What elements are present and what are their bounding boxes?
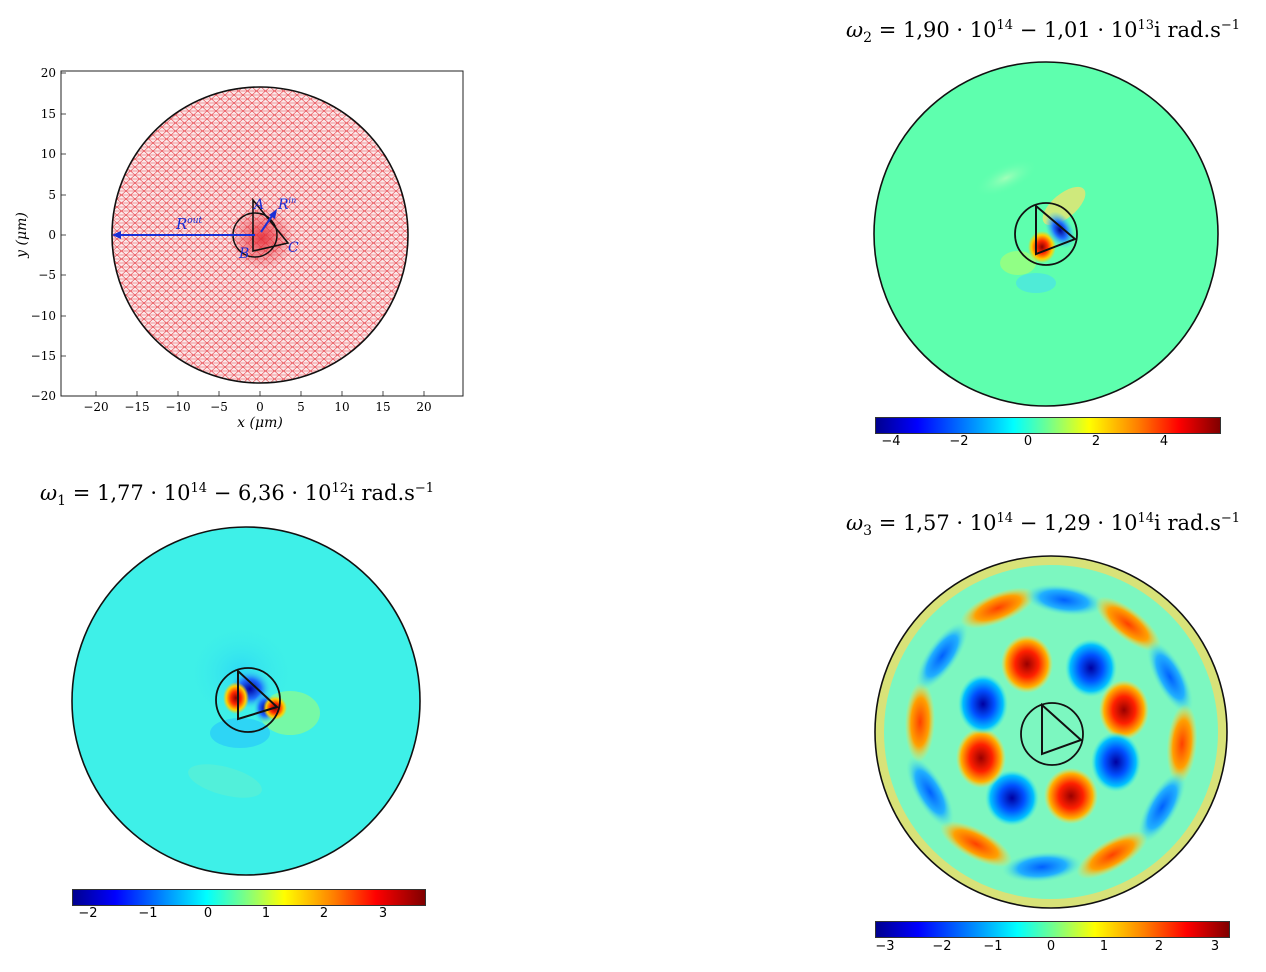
x-tick-label: −10 (165, 400, 190, 414)
colorbar-tick: −2 (78, 906, 98, 921)
y-axis-label: y (μm) (14, 212, 30, 259)
colorbar-tick: 1 (1099, 939, 1109, 954)
mode1-field-plot (71, 526, 421, 876)
colorbar-tick: 1 (261, 906, 271, 921)
mesh-refined-region (230, 206, 294, 270)
y-tick-label: 5 (48, 188, 56, 202)
y-tick-label: −5 (38, 268, 56, 282)
mode3-title: ω3 = 1,57 · 1014 − 1,29 · 1014i rad.s−1 (846, 511, 1241, 540)
colorbar-tick: 2 (319, 906, 329, 921)
x-tick-label: 10 (334, 400, 349, 414)
colorbar-tick: −4 (881, 434, 901, 449)
colorbar-tick: 3 (1210, 939, 1220, 954)
x-tick-label: 15 (375, 400, 390, 414)
mode1-inner-circle (215, 667, 281, 733)
x-tick-label: −15 (124, 400, 149, 414)
mode2-triangle (1035, 203, 1077, 256)
colorbar-tick: 0 (203, 906, 213, 921)
mode3-colorbar (875, 921, 1230, 938)
x-tick-label: 20 (416, 400, 431, 414)
colorbar-tick: 2 (1091, 434, 1101, 449)
mode2-inner-circle (1014, 202, 1078, 266)
colorbar-tick: −1 (138, 906, 158, 921)
colorbar-tick: −2 (932, 939, 952, 954)
colorbar-tick: −3 (875, 939, 895, 954)
mode3-triangle (1041, 702, 1083, 756)
vertex-a-label: A (252, 197, 264, 213)
mode1-triangle (237, 668, 279, 721)
r-in-label: Rin (277, 196, 296, 213)
x-axis-label: x (μm) (237, 415, 283, 431)
mode2-title: ω2 = 1,90 · 1014 − 1,01 · 1013i rad.s−1 (846, 18, 1241, 47)
mode2-colorbar-ticks: −4 −2 0 2 4 (875, 434, 1219, 452)
mode3-inner-circle (1020, 702, 1084, 766)
x-tick-label: 5 (297, 400, 305, 414)
colorbar-tick: 0 (1023, 434, 1033, 449)
colorbar-tick: 3 (378, 906, 388, 921)
x-tick-label: −5 (210, 400, 228, 414)
y-tick-label: −15 (31, 349, 56, 363)
y-tick-label: 15 (41, 107, 56, 121)
mode1-colorbar-ticks: −2 −1 0 1 2 3 (72, 906, 424, 924)
y-tick-label: 10 (41, 147, 56, 161)
colorbar-tick: 4 (1159, 434, 1169, 449)
mode2-colorbar (875, 417, 1221, 434)
y-tick-label: −20 (31, 389, 56, 403)
colorbar-tick: 0 (1046, 939, 1056, 954)
y-tick-label: −10 (31, 309, 56, 323)
vertex-b-label: B (238, 246, 249, 262)
vertex-c-label: C (288, 240, 299, 256)
mode3-field-plot (874, 555, 1228, 909)
mode2-field-plot (873, 61, 1219, 407)
r-out-label: Rout (175, 215, 203, 233)
colorbar-tick: −2 (949, 434, 969, 449)
mode3-colorbar-ticks: −3 −2 −1 0 1 2 3 (875, 939, 1228, 957)
y-tick-label: 20 (41, 66, 56, 80)
mode1-title: ω1 = 1,77 · 1014 − 6,36 · 1012i rad.s−1 (40, 481, 435, 510)
x-tick-label: 0 (256, 400, 264, 414)
triangle-scatterer (252, 197, 290, 253)
mode1-colorbar (72, 889, 426, 906)
x-tick-label: −20 (83, 400, 108, 414)
mesh-plot: −20 −15 −10 −5 0 5 10 15 20 20 15 10 5 0… (14, 66, 464, 431)
colorbar-tick: 2 (1154, 939, 1164, 954)
y-tick-label: 0 (48, 228, 56, 242)
colorbar-tick: −1 (983, 939, 1003, 954)
